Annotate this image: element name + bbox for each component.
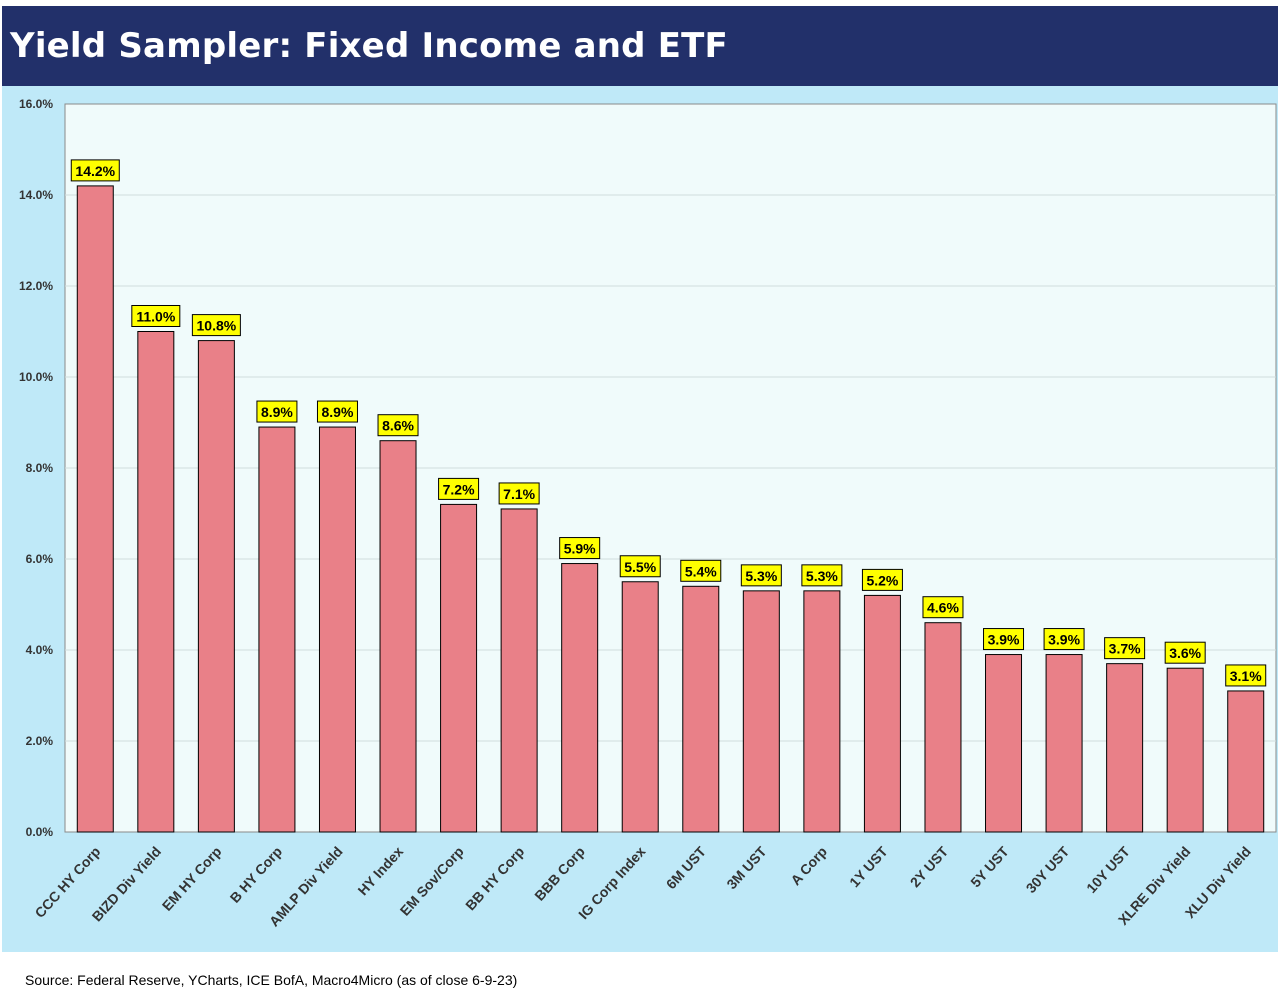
x-tick-label: BBB Corp xyxy=(531,843,588,903)
x-tick-label: EM HY Corp xyxy=(159,843,225,914)
bar xyxy=(1166,667,1204,833)
y-tick-label: 0.0% xyxy=(26,825,54,839)
data-label-box xyxy=(1104,637,1146,660)
data-label-box xyxy=(559,537,601,560)
data-label: 8.9% xyxy=(322,404,354,420)
data-label: 8.6% xyxy=(382,418,414,434)
data-label: 7.1% xyxy=(503,486,535,502)
bar-chart: 0.0% 2.0% 4.0% 6.0% 8.0% 10.0% 12.0% 14.0% 16.0%… xyxy=(19,97,1277,930)
data-label-box xyxy=(801,564,843,587)
data-label-box xyxy=(256,400,298,423)
bar xyxy=(742,590,780,833)
data-label-box xyxy=(1043,628,1085,651)
data-label-box xyxy=(1225,664,1267,687)
data-label-box xyxy=(983,628,1025,651)
data-label-box xyxy=(377,414,419,437)
bar xyxy=(1045,654,1083,833)
x-tick-label: 6M UST xyxy=(663,843,710,892)
bar xyxy=(500,508,538,833)
bar xyxy=(924,622,962,833)
x-tick-label: A Corp xyxy=(787,843,830,888)
data-label: 8.9% xyxy=(261,404,293,420)
bar xyxy=(440,503,478,833)
x-tick-label: 5Y UST xyxy=(967,843,1012,890)
y-tick-label: 6.0% xyxy=(26,552,54,566)
chart-area: 0.0% 2.0% 4.0% 6.0% 8.0% 10.0% 12.0% 14.0% 16.0%… xyxy=(2,86,1278,952)
bar xyxy=(621,581,659,833)
bar xyxy=(379,440,417,833)
chart-title: Yield Sampler: Fixed Income and ETF xyxy=(10,26,728,66)
x-tick-label: HY Index xyxy=(354,843,406,898)
x-tick-label: B HY Corp xyxy=(227,843,286,906)
data-label-box xyxy=(498,482,540,505)
data-label: 5.4% xyxy=(685,563,717,579)
bar xyxy=(682,585,720,833)
data-label-box xyxy=(740,564,782,587)
x-tick-label: 3M UST xyxy=(723,843,770,892)
source-note: Source: Federal Reserve, YCharts, ICE Bo… xyxy=(25,972,518,988)
x-tick-label: EM Sov/Corp xyxy=(397,843,467,918)
x-tick-label: 1Y UST xyxy=(846,843,891,890)
data-label: 5.9% xyxy=(564,541,596,557)
bar xyxy=(76,185,114,833)
y-tick-label: 12.0% xyxy=(19,279,53,293)
bar xyxy=(803,590,841,833)
data-label-box xyxy=(131,305,181,327)
chart-footer: Source: Federal Reserve, YCharts, ICE Bo… xyxy=(0,952,1278,1000)
bar xyxy=(258,426,296,833)
bar xyxy=(318,426,356,833)
bar xyxy=(985,654,1023,833)
bar xyxy=(197,340,235,833)
bar xyxy=(863,594,901,833)
data-label: 5.3% xyxy=(745,568,777,584)
data-label: 3.1% xyxy=(1230,668,1262,684)
data-label: 3.9% xyxy=(988,632,1020,648)
data-label: 5.2% xyxy=(866,572,898,588)
data-label: 5.5% xyxy=(624,559,656,575)
y-tick-label: 8.0% xyxy=(26,461,54,475)
data-label-box xyxy=(191,314,241,337)
bar xyxy=(1227,690,1265,833)
data-label-box xyxy=(861,568,903,591)
x-tick-label: BB HY Corp xyxy=(462,843,527,913)
y-tick-label: 16.0% xyxy=(19,97,53,111)
data-label: 7.2% xyxy=(443,481,475,497)
data-label: 14.2% xyxy=(75,163,115,179)
x-tick-label: 10Y UST xyxy=(1083,843,1133,896)
data-label: 4.6% xyxy=(927,600,959,616)
data-label: 3.6% xyxy=(1169,645,1201,661)
data-label-box xyxy=(438,477,480,500)
data-label-box xyxy=(70,159,120,182)
x-tick-label: 30Y UST xyxy=(1023,843,1073,896)
data-label: 10.8% xyxy=(197,318,237,334)
chart-header: Yield Sampler: Fixed Income and ETF xyxy=(2,6,1278,86)
data-label: 3.9% xyxy=(1048,632,1080,648)
data-label: 3.7% xyxy=(1109,641,1141,657)
data-label-box xyxy=(619,555,661,578)
data-label: 5.3% xyxy=(806,568,838,584)
data-label-box xyxy=(922,596,964,619)
x-tick-label: 2Y UST xyxy=(907,843,952,890)
data-label: 11.0% xyxy=(136,309,175,325)
data-label-box xyxy=(680,559,722,582)
data-label-box xyxy=(316,400,358,423)
bar xyxy=(561,563,599,833)
y-tick-label: 14.0% xyxy=(19,188,53,202)
data-label-box xyxy=(1164,641,1206,664)
y-tick-label: 2.0% xyxy=(26,734,54,748)
y-tick-label: 10.0% xyxy=(19,370,53,384)
bar xyxy=(1106,663,1144,833)
bar xyxy=(137,331,175,833)
y-tick-label: 4.0% xyxy=(26,643,54,657)
